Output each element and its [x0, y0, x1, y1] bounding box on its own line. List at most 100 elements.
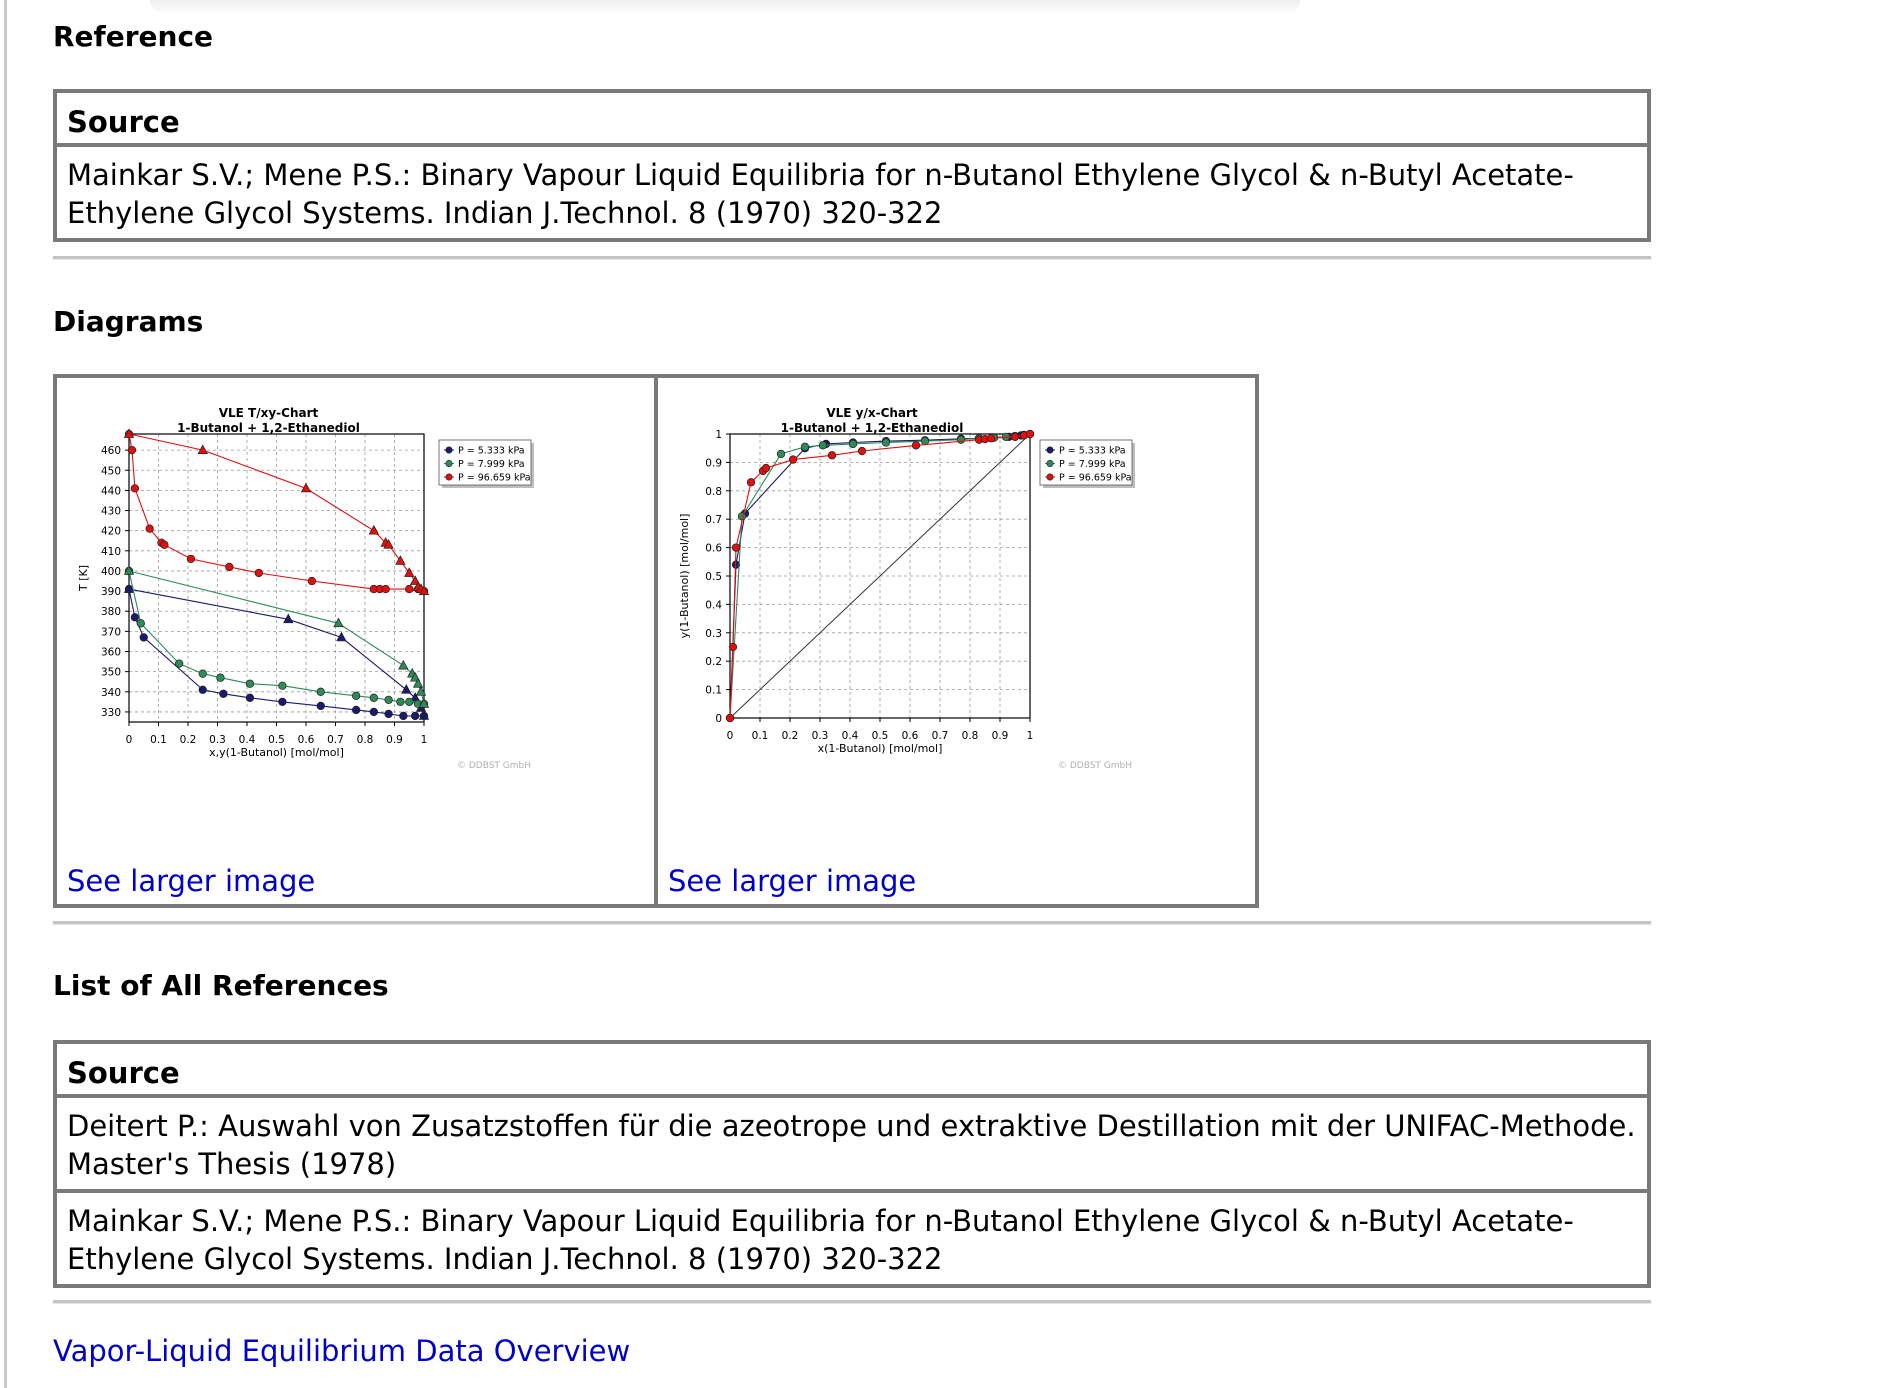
section-divider [53, 256, 1651, 260]
data-point [316, 701, 325, 711]
top-shadow [150, 0, 1300, 14]
plot-frame [128, 433, 425, 723]
x-tick-label: 0.6 [902, 730, 919, 742]
legend-marker [1046, 446, 1054, 454]
legend-label: P = 7.999 kPa [1059, 459, 1126, 470]
data-point [368, 524, 380, 535]
y-tick-label: 370 [101, 626, 121, 638]
reference-row: Mainkar S.V.; Mene P.S.: Binary Vapour L… [67, 158, 1574, 230]
data-point [369, 693, 379, 702]
series-line [729, 433, 1031, 719]
data-point [881, 438, 891, 447]
data-point [130, 484, 140, 493]
data-point [197, 444, 208, 454]
data-point [737, 512, 747, 521]
series-line [128, 433, 425, 592]
data-point [848, 439, 858, 449]
x-tick-label: 0.2 [782, 730, 799, 742]
data-point [127, 445, 137, 455]
reference-table-header: Source [57, 93, 1647, 147]
data-point [130, 613, 140, 622]
x-tick-label: 0.3 [812, 730, 829, 742]
data-point [219, 689, 228, 698]
data-point [139, 633, 148, 642]
y-tick-label: 350 [101, 667, 121, 679]
x-tick-label: 0.2 [180, 734, 197, 746]
see-larger-image-link[interactable]: See larger image [668, 864, 917, 898]
data-point [827, 451, 837, 460]
legend-box [438, 439, 532, 486]
chart-subtitle: 1-Butanol + 1,2-Ethanediol [177, 421, 360, 435]
data-point [384, 695, 393, 704]
data-point [776, 449, 786, 459]
chart-title: VLE y/x-Chart [826, 406, 918, 420]
data-point [336, 631, 347, 642]
x-axis-label: x,y(1-Butanol) [mol/mol] [209, 746, 344, 759]
reference-heading: Reference [53, 20, 214, 53]
data-point [398, 659, 409, 670]
legend-label: P = 7.999 kPa [458, 459, 525, 470]
data-point [986, 434, 996, 443]
y-tick-label: 0.8 [705, 486, 722, 498]
data-point [283, 613, 294, 624]
x-tick-label: 0.8 [357, 734, 374, 746]
data-point [245, 679, 255, 688]
legend-marker [445, 473, 453, 481]
x-tick-label: 0.8 [962, 730, 979, 742]
data-point [145, 524, 154, 533]
diagonal-line [729, 433, 1031, 719]
data-point [186, 554, 196, 564]
diagrams-heading: Diagrams [53, 305, 204, 338]
data-point [333, 617, 344, 628]
data-point [728, 642, 738, 652]
data-point [920, 436, 930, 446]
data-point [1010, 432, 1020, 441]
data-point [761, 463, 771, 473]
y-tick-label: 460 [101, 445, 121, 457]
data-point [725, 713, 735, 723]
data-point [123, 565, 135, 575]
legend-label: P = 5.333 kPa [1059, 446, 1126, 457]
x-tick-label: 0.5 [268, 734, 285, 746]
data-point [746, 478, 756, 487]
diagram-cell-txy: VLE T/xy-Chart 1-Butanol + 1,2-Ethanediol… [57, 378, 654, 904]
y-tick-label: 0.5 [705, 571, 722, 583]
data-point [225, 562, 234, 572]
x-tick-label: 0.9 [992, 730, 1009, 742]
y-tick-label: 330 [101, 707, 121, 719]
data-point [254, 568, 263, 578]
y-tick-label: 400 [101, 566, 121, 578]
x-tick-label: 0.7 [932, 730, 949, 742]
data-point [216, 673, 225, 682]
y-tick-label: 410 [101, 546, 121, 558]
data-point [198, 685, 207, 694]
chart-subtitle: 1-Butanol + 1,2-Ethanediol [781, 421, 964, 435]
data-point [405, 697, 414, 707]
x-tick-label: 0.4 [239, 734, 256, 746]
data-point [956, 435, 966, 444]
data-point [857, 446, 867, 456]
vle-overview-link[interactable]: Vapor-Liquid Equilibrium Data Overview [53, 1334, 631, 1368]
y-tick-label: 340 [101, 687, 121, 699]
x-tick-label: 1 [1027, 730, 1034, 742]
y-tick-label: 420 [101, 526, 121, 538]
data-point [800, 442, 810, 451]
data-point [818, 441, 828, 450]
data-point [278, 681, 287, 690]
see-larger-image-link[interactable]: See larger image [67, 864, 316, 898]
y-tick-label: 1 [715, 429, 722, 441]
data-point [405, 584, 414, 594]
legend-marker [445, 460, 453, 468]
data-point [1025, 429, 1035, 439]
data-point [160, 540, 169, 549]
data-point [198, 669, 207, 678]
data-point [316, 687, 325, 696]
chart-title: VLE T/xy-Chart [219, 406, 319, 420]
data-point [418, 585, 430, 595]
x-tick-label: 0.7 [327, 734, 344, 746]
legend-box [1039, 439, 1133, 486]
y-tick-label: 360 [101, 647, 121, 659]
legend-label: P = 96.659 kPa [458, 473, 531, 484]
